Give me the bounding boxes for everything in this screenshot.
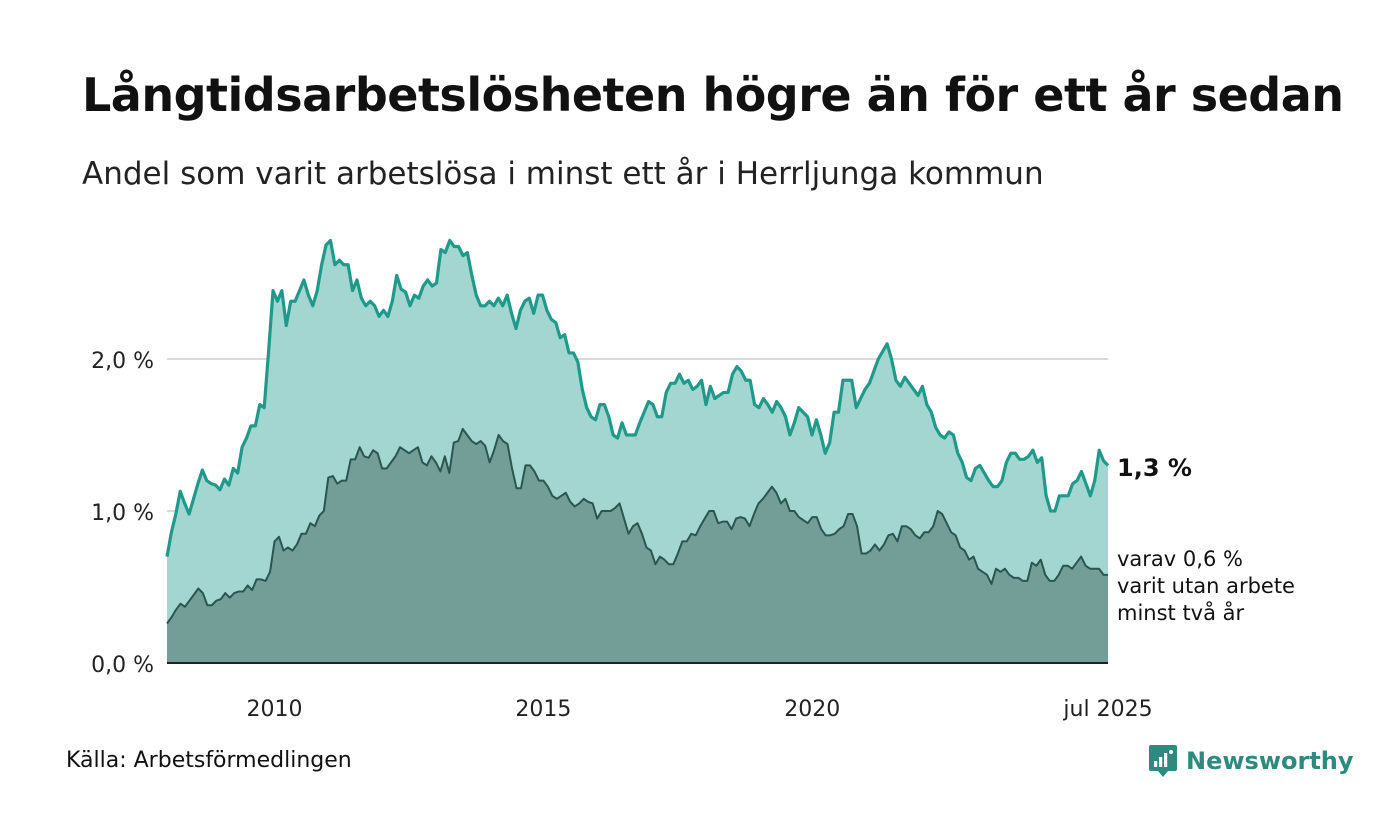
source-note: Källa: Arbetsförmedlingen [66,748,352,773]
x-tick-label: 2015 [515,697,571,722]
x-tick-label: jul 2025 [1062,697,1152,722]
y-tick-label: 1,0 % [91,501,154,526]
lower-end-label-line: minst två år [1117,600,1245,625]
x-tick-labels: 2010 2015 2020 jul 2025 [247,697,1153,722]
x-tick-label: 2010 [247,697,303,722]
lower-end-label-line: varav 0,6 % [1117,547,1243,571]
upper-end-label: 1,3 % [1117,454,1192,482]
chart-subtitle: Andel som varit arbetslösa i minst ett å… [82,156,1044,192]
x-tick-label: 2020 [784,697,840,722]
newsworthy-logo-icon [1149,745,1177,777]
lower-end-label-line: varit utan arbete [1117,574,1295,598]
brand-name: Newsworthy [1186,747,1354,775]
lower-series-area [167,428,1108,663]
y-tick-label: 0,0 % [91,653,154,678]
upper-series-line [165,238,1110,557]
chart-title: Långtidsarbetslösheten högre än för ett … [82,68,1344,122]
y-tick-labels: 0,0 % 1,0 % 2,0 % [91,349,154,678]
lower-series-line [166,427,1108,625]
newsworthy-logo: Newsworthy [1148,744,1354,778]
y-tick-label: 2,0 % [91,349,154,374]
